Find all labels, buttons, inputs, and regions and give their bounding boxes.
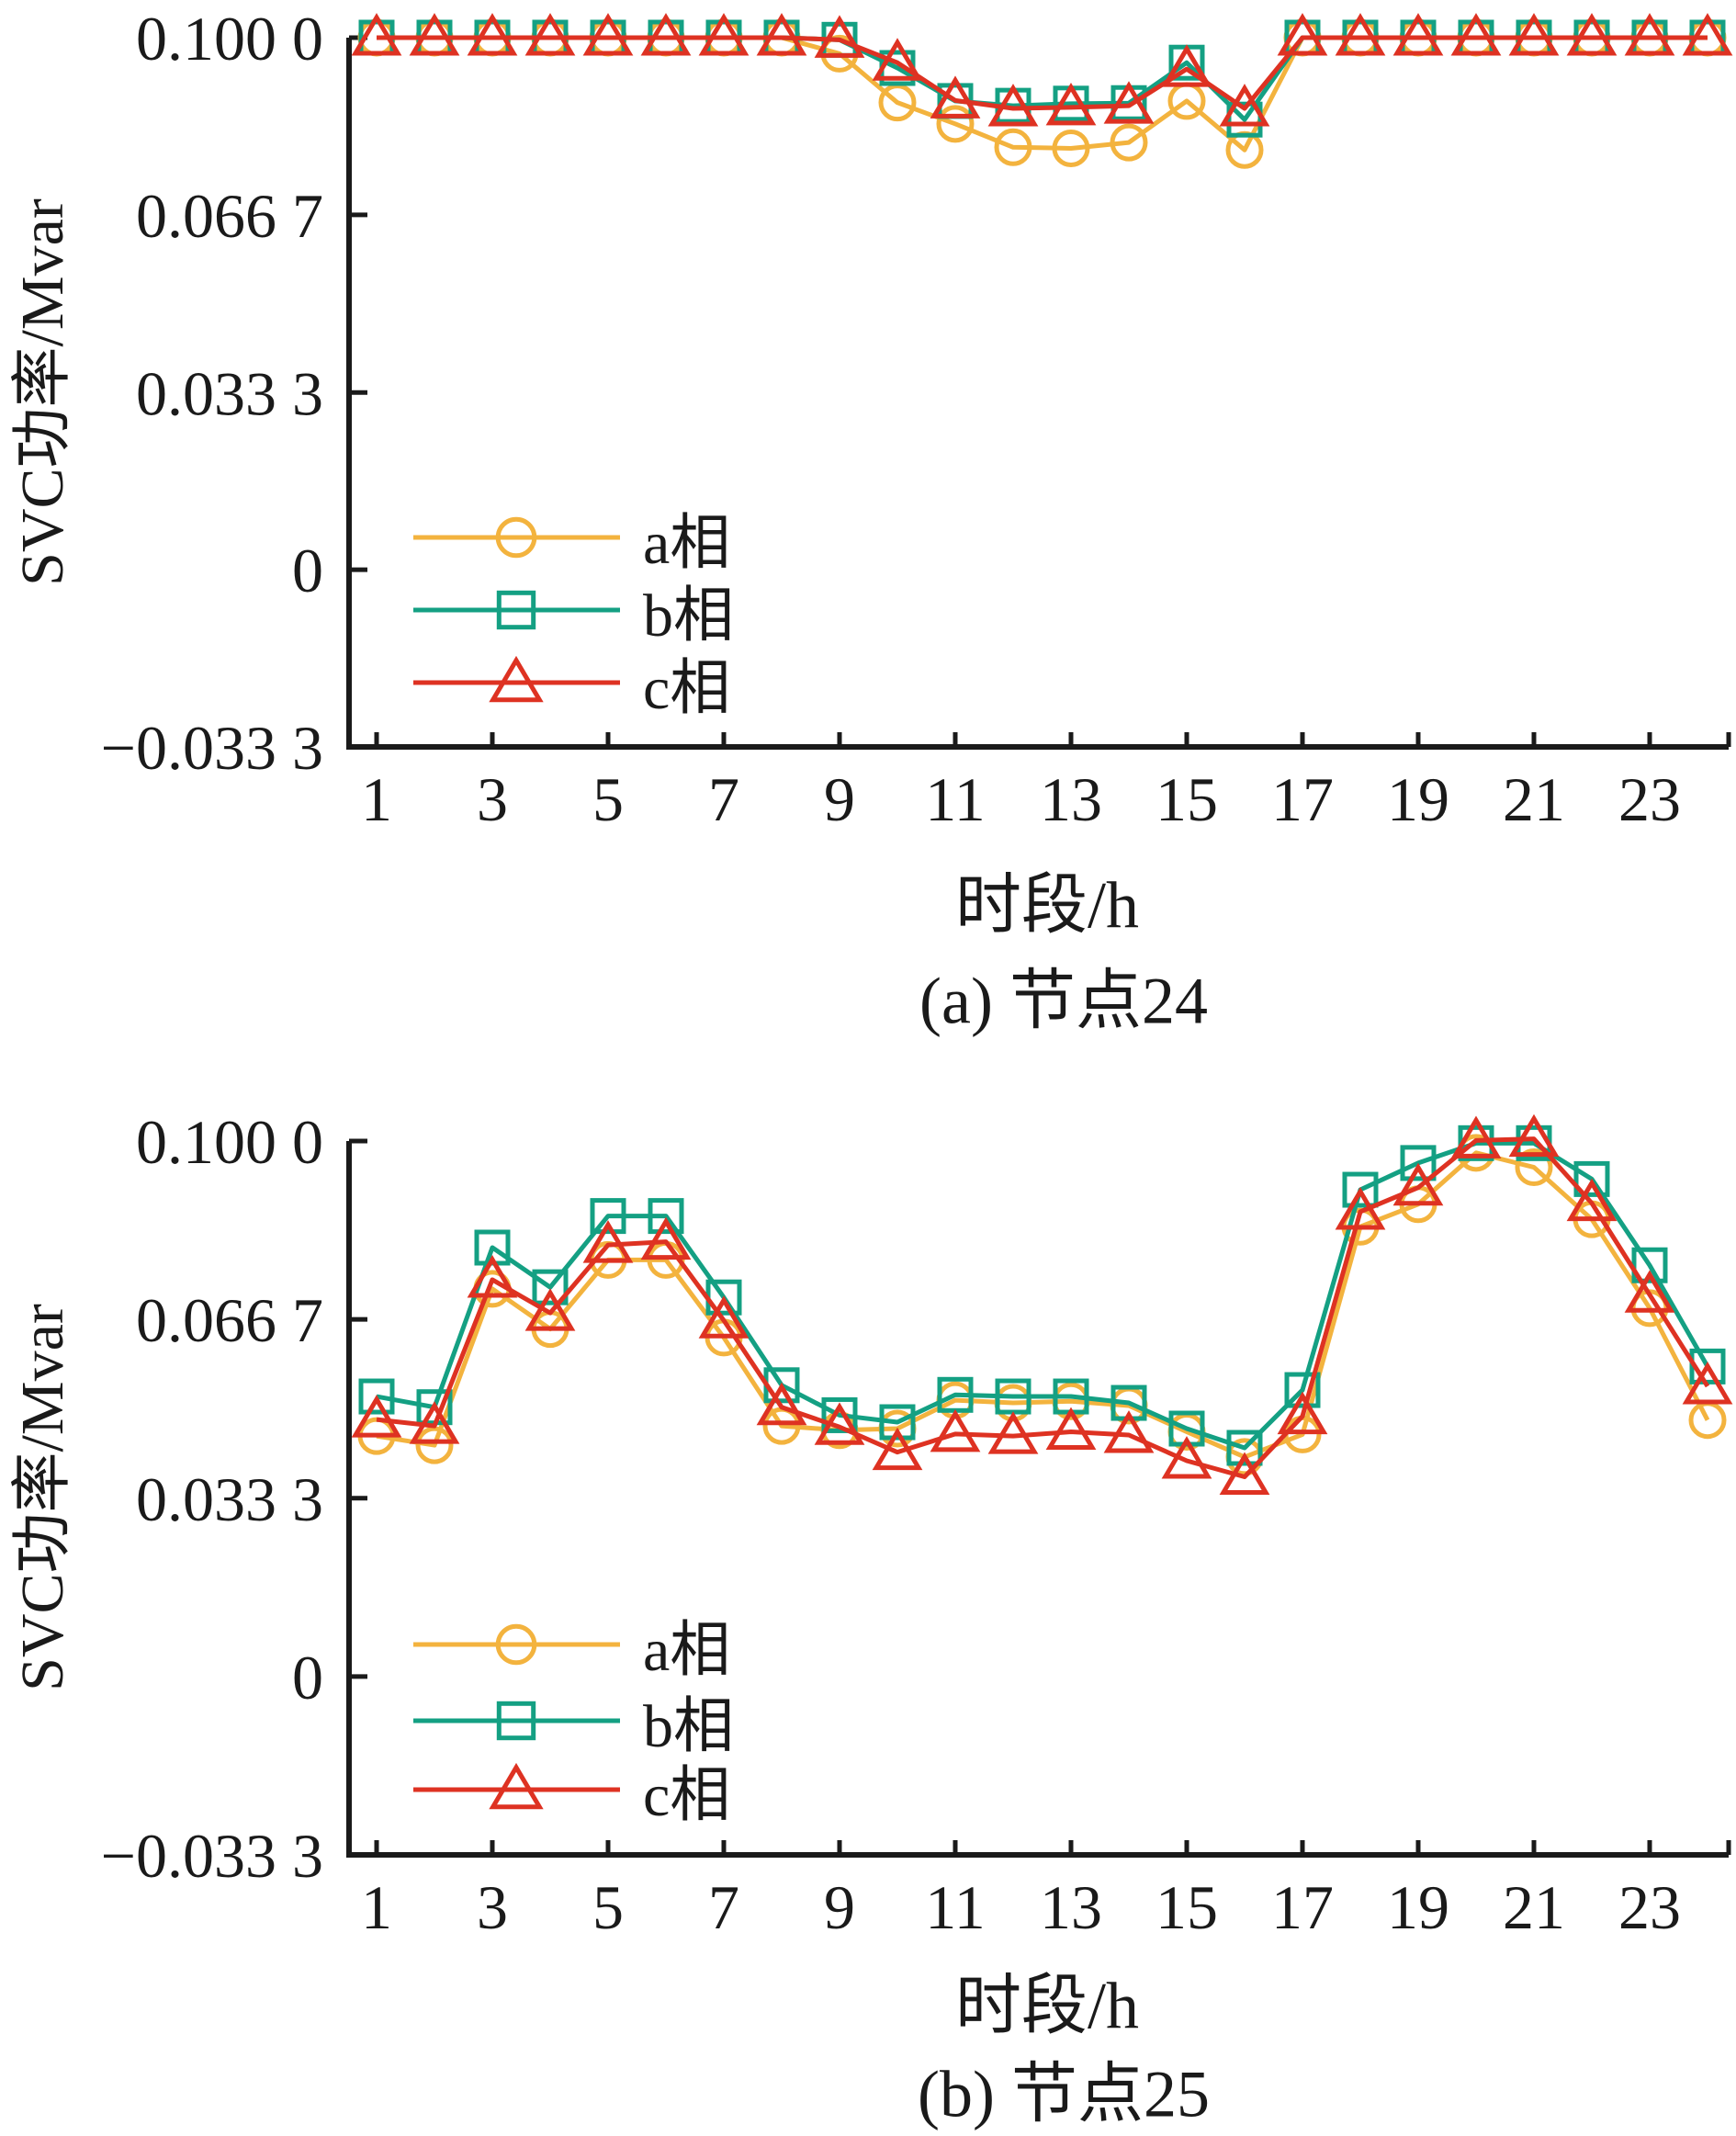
caption-chart-a: (a) 节点24 [919, 964, 1208, 1038]
x-tick-label: 1 [361, 764, 392, 834]
legend-chart-b-label-a-phase: a相 [643, 1617, 731, 1684]
x-tick-label: 5 [592, 764, 624, 834]
series-line [376, 1150, 1710, 1460]
y-tick-label: 0.033 3 [136, 1464, 323, 1534]
series-line [377, 35, 1708, 153]
x-tick-label: 13 [1040, 1872, 1102, 1942]
x-tick-label: 9 [824, 764, 855, 834]
y-axis-title-chart-a: SVC功率/Mvar [9, 198, 76, 586]
legend-chart-b-label-c-phase: c相 [643, 1762, 731, 1829]
x-tick-label: 21 [1503, 1872, 1565, 1942]
x-tick-label: 5 [592, 1872, 624, 1942]
y-tick-label: 0.100 0 [136, 4, 323, 73]
x-tick-label: 3 [477, 1872, 508, 1942]
legend-chart-b-label-b-phase: b相 [643, 1693, 734, 1760]
x-tick-label: 17 [1271, 1872, 1334, 1942]
chart-b-legend [413, 1623, 620, 1810]
series-line [377, 35, 1708, 111]
chart-b-axes: 0.100 00.066 70.033 30−0.033 31 3 5 7 9 11 13 1… [101, 1107, 1731, 1942]
y-tick-label: 0.033 3 [136, 358, 323, 428]
y-tick-label: 0 [292, 1643, 323, 1712]
x-tick-label: 23 [1618, 764, 1681, 834]
x-tick-label: 15 [1155, 764, 1218, 834]
chart-a-legend [413, 516, 620, 703]
x-tick-label: 21 [1503, 764, 1565, 834]
chart-b-series-triangle [351, 1113, 1733, 1495]
x-tick-label: 13 [1040, 764, 1102, 834]
x-tick-label: 23 [1618, 1872, 1681, 1942]
x-tick-label: 11 [925, 1872, 985, 1942]
y-tick-label: 0 [292, 536, 323, 605]
x-tick-label: 17 [1271, 764, 1334, 834]
y-tick-label: 0.066 7 [136, 1285, 323, 1355]
chart-a-series-triangle [351, 13, 1733, 127]
legend-chart-a-label-c-phase: c相 [643, 655, 731, 722]
x-tick-label: 19 [1387, 1872, 1449, 1942]
series-line [376, 1136, 1710, 1479]
chart-b: 0.100 00.066 70.033 30−0.033 31 3 5 7 9 11 13 1… [101, 1107, 1733, 1942]
y-tick-label: 0.100 0 [136, 1107, 323, 1177]
x-axis-title-chart-b: 时段/h [954, 1969, 1140, 2043]
y-tick-label: −0.033 3 [101, 713, 323, 783]
series-line [376, 1140, 1710, 1451]
x-tick-label: 1 [361, 1872, 392, 1942]
x-axis-title-chart-a: 时段/h [954, 868, 1140, 943]
x-tick-label: 9 [824, 1872, 855, 1942]
x-tick-label: 11 [925, 764, 985, 834]
caption-chart-b: (b) 节点25 [918, 2057, 1210, 2131]
chart-a-axes: 0.100 00.066 70.033 30−0.033 31 3 5 7 9 11 13 1… [101, 4, 1731, 834]
y-axis-title-chart-b: SVC功率/Mvar [9, 1304, 76, 1691]
legend-chart-a-label-a-phase: a相 [643, 510, 731, 577]
chart-a: 0.100 00.066 70.033 30−0.033 31 3 5 7 9 11 13 1… [101, 4, 1733, 834]
x-tick-label: 7 [708, 764, 739, 834]
y-tick-label: 0.066 7 [136, 181, 323, 251]
x-tick-label: 7 [708, 1872, 739, 1942]
legend-chart-a-label-b-phase: b相 [643, 582, 734, 650]
x-tick-label: 3 [477, 764, 508, 834]
y-tick-label: −0.033 3 [101, 1821, 323, 1891]
x-tick-label: 15 [1155, 1872, 1218, 1942]
x-tick-label: 19 [1387, 764, 1449, 834]
